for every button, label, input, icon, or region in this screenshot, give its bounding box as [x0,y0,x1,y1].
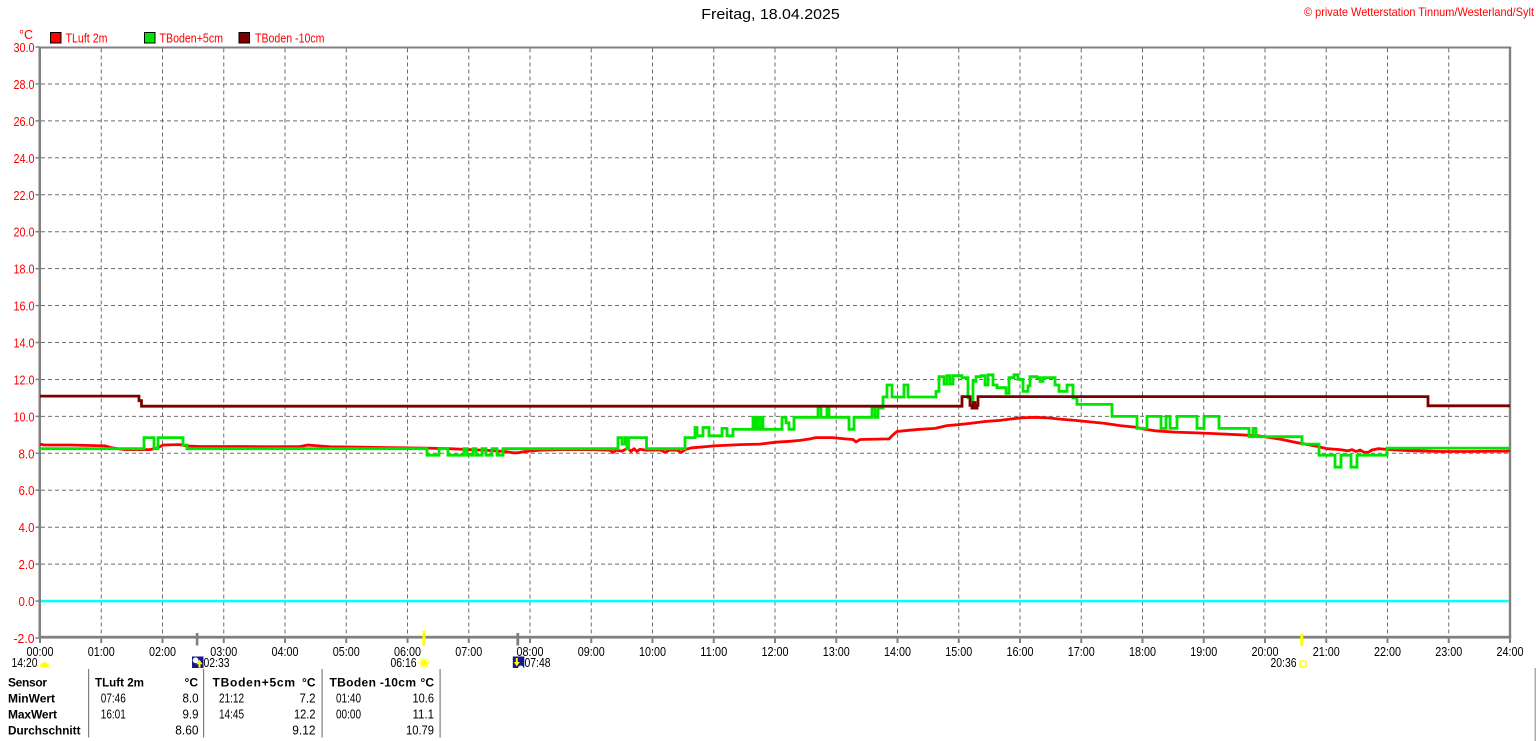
svg-text:8.0: 8.0 [183,691,199,705]
svg-text:°C: °C [421,675,435,689]
svg-text:08:00: 08:00 [517,645,544,659]
svg-text:TBoden -10cm: TBoden -10cm [255,31,325,45]
svg-text:°C: °C [302,675,316,689]
svg-text:8.0: 8.0 [19,447,35,461]
svg-text:7.2: 7.2 [300,691,316,705]
svg-text:15:00: 15:00 [945,645,972,659]
svg-text:TBoden+5cm: TBoden+5cm [213,675,296,689]
svg-text:24:00: 24:00 [1497,645,1524,659]
svg-text:2.0: 2.0 [19,558,35,572]
svg-text:0.0: 0.0 [19,595,35,609]
svg-text:26.0: 26.0 [14,115,35,129]
svg-text:24.0: 24.0 [14,152,35,166]
svg-text:02:00: 02:00 [149,645,176,659]
svg-text:8.60: 8.60 [175,723,198,737]
svg-text:TBoden -10cm: TBoden -10cm [330,675,417,689]
svg-text:°C: °C [185,675,199,689]
svg-text:20:36: 20:36 [1271,656,1297,670]
svg-text:10.6: 10.6 [413,691,435,705]
svg-text:19:00: 19:00 [1190,645,1217,659]
svg-text:07:46: 07:46 [101,691,126,705]
svg-text:00:00: 00:00 [27,645,54,659]
svg-text:10:00: 10:00 [639,645,666,659]
svg-text:04:00: 04:00 [272,645,299,659]
svg-text:21:00: 21:00 [1313,645,1340,659]
svg-text:12:00: 12:00 [762,645,789,659]
svg-text:22:00: 22:00 [1374,645,1401,659]
svg-text:01:00: 01:00 [88,645,115,659]
svg-text:MinWert: MinWert [8,691,55,705]
svg-text:9.9: 9.9 [183,707,199,721]
svg-text:TBoden+5cm: TBoden+5cm [160,31,224,45]
svg-text:28.0: 28.0 [14,78,35,92]
svg-text:12.2: 12.2 [294,707,316,721]
svg-text:MaxWert: MaxWert [8,707,57,721]
svg-text:06:00: 06:00 [394,645,421,659]
svg-text:06:16: 06:16 [391,656,417,670]
svg-text:05:00: 05:00 [333,645,360,659]
svg-text:Freitag, 18.04.2025: Freitag, 18.04.2025 [701,6,840,23]
svg-text:16:01: 16:01 [101,707,126,721]
svg-text:14:20: 14:20 [12,656,38,670]
svg-text:07:00: 07:00 [455,645,482,659]
svg-text:00:00: 00:00 [336,707,361,721]
svg-text:16:00: 16:00 [1007,645,1034,659]
svg-text:14:00: 14:00 [884,645,911,659]
svg-text:09:00: 09:00 [578,645,605,659]
svg-text:TLuft 2m: TLuft 2m [95,675,144,689]
svg-text:21:12: 21:12 [219,691,244,705]
svg-text:Durchschnitt: Durchschnitt [8,723,81,737]
svg-text:4.0: 4.0 [19,521,35,535]
svg-text:18.0: 18.0 [14,263,35,277]
svg-text:03:00: 03:00 [210,645,237,659]
svg-text:16.0: 16.0 [14,300,35,314]
svg-text:14.0: 14.0 [14,337,35,351]
svg-text:20:00: 20:00 [1252,645,1279,659]
svg-text:9.12: 9.12 [292,723,315,737]
svg-text:18:00: 18:00 [1129,645,1156,659]
svg-text:02:33: 02:33 [204,656,230,670]
svg-text:14:45: 14:45 [219,707,244,721]
svg-text:20.0: 20.0 [14,226,35,240]
svg-text:TLuft 2m: TLuft 2m [66,31,108,45]
svg-text:22.0: 22.0 [14,189,35,203]
svg-text:10.79: 10.79 [406,723,434,737]
svg-text:6.0: 6.0 [19,484,35,498]
svg-text:12.0: 12.0 [14,373,35,387]
svg-text:Sensor: Sensor [8,675,47,689]
svg-text:23:00: 23:00 [1435,645,1462,659]
svg-text:°C: °C [19,28,33,42]
svg-text:-2.0: -2.0 [14,632,35,646]
svg-text:07:48: 07:48 [525,656,551,670]
svg-text:11:00: 11:00 [700,645,727,659]
svg-text:01:40: 01:40 [336,691,361,705]
svg-text:17:00: 17:00 [1068,645,1095,659]
svg-text:© private Wetterstation Tinnum: © private Wetterstation Tinnum/Westerlan… [1304,5,1535,19]
svg-text:30.0: 30.0 [14,41,35,55]
svg-text:11.1: 11.1 [413,707,435,721]
svg-text:13:00: 13:00 [823,645,850,659]
svg-text:10.0: 10.0 [14,410,35,424]
